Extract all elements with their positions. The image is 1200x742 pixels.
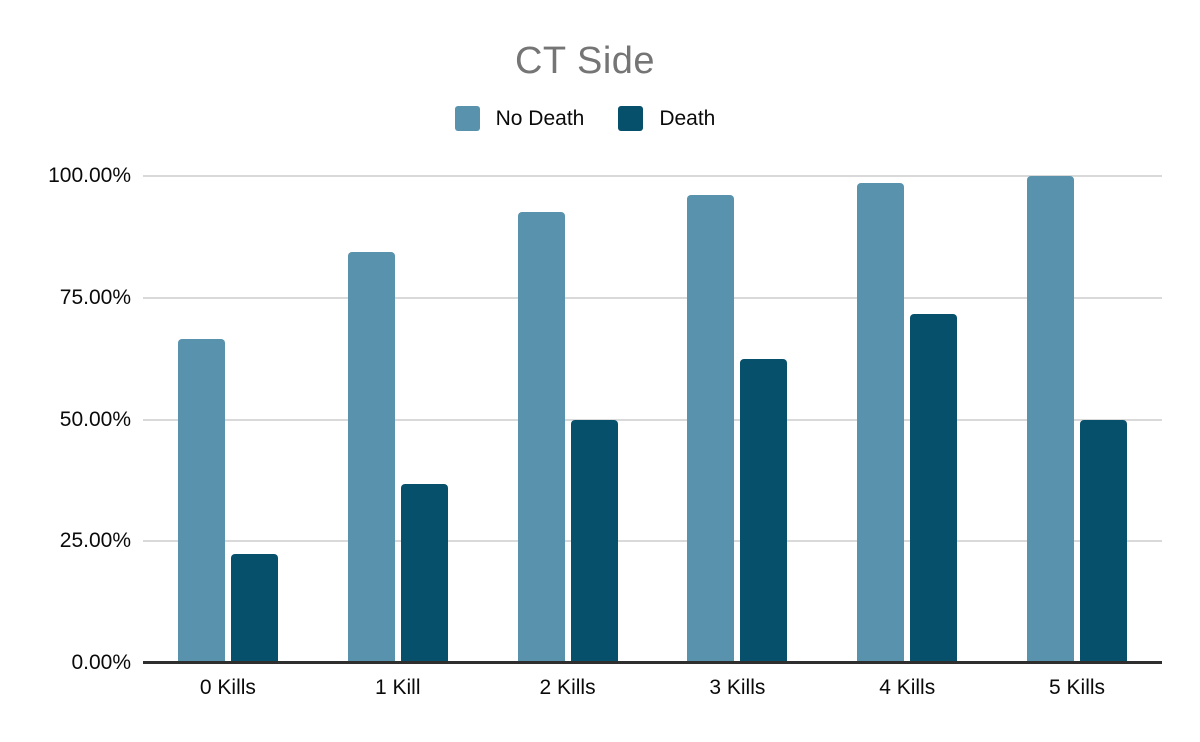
- y-tick-label: 25.00%: [59, 529, 131, 553]
- y-tick-label: 50.00%: [59, 407, 131, 431]
- legend: No Death Death: [0, 106, 1170, 131]
- bar-group: [652, 176, 822, 663]
- bar-death: [1080, 419, 1128, 663]
- bar-group: [143, 176, 313, 663]
- x-category-label: 0 Kills: [199, 676, 256, 699]
- bar-death: [910, 313, 958, 663]
- x-category-label: 4 Kills: [879, 676, 936, 699]
- x-category-label: 3 Kills: [709, 676, 766, 699]
- bar-death: [230, 554, 278, 663]
- x-axis-baseline: [143, 661, 1162, 664]
- y-axis: 0.00% 25.00% 50.00% 75.00% 100.00%: [0, 164, 131, 674]
- legend-item: No Death: [454, 106, 585, 131]
- bar-no-death: [1027, 176, 1075, 663]
- bar-group: [483, 176, 653, 663]
- x-category-label: 1 Kill: [374, 676, 421, 699]
- legend-label: Death: [659, 106, 716, 130]
- x-category-label: 5 Kills: [1049, 676, 1106, 699]
- plot-area: [143, 175, 1162, 664]
- bar-group: [313, 176, 483, 663]
- gridline: [143, 175, 1162, 177]
- bar-no-death: [687, 195, 735, 663]
- legend-swatch-icon: [618, 106, 644, 131]
- y-tick-label: 75.00%: [59, 285, 131, 309]
- bar-death: [570, 419, 618, 663]
- chart-title: CT Side: [514, 40, 656, 82]
- bar-no-death: [177, 339, 225, 663]
- y-tick-label: 0.00%: [71, 651, 131, 674]
- legend-item: Death: [618, 106, 715, 131]
- y-tick-label: 100.00%: [48, 164, 131, 187]
- gridline: [143, 540, 1162, 543]
- bar-no-death: [857, 183, 905, 663]
- bar-no-death: [517, 211, 565, 663]
- gridline: [143, 296, 1162, 299]
- bar-no-death: [347, 251, 395, 663]
- gridline: [143, 418, 1162, 421]
- x-axis: 0 Kills 1 Kill 2 Kills 3 Kills 4 Kills 5 Kill…: [143, 674, 1162, 700]
- legend-label: No Death: [495, 106, 585, 130]
- bars-row: [143, 176, 1162, 663]
- legend-swatch-icon: [454, 106, 480, 131]
- bar-group: [992, 176, 1162, 663]
- bar-group: [822, 176, 992, 663]
- bar-death: [740, 358, 788, 663]
- bar-death: [400, 483, 448, 663]
- x-category-label: 2 Kills: [539, 676, 596, 699]
